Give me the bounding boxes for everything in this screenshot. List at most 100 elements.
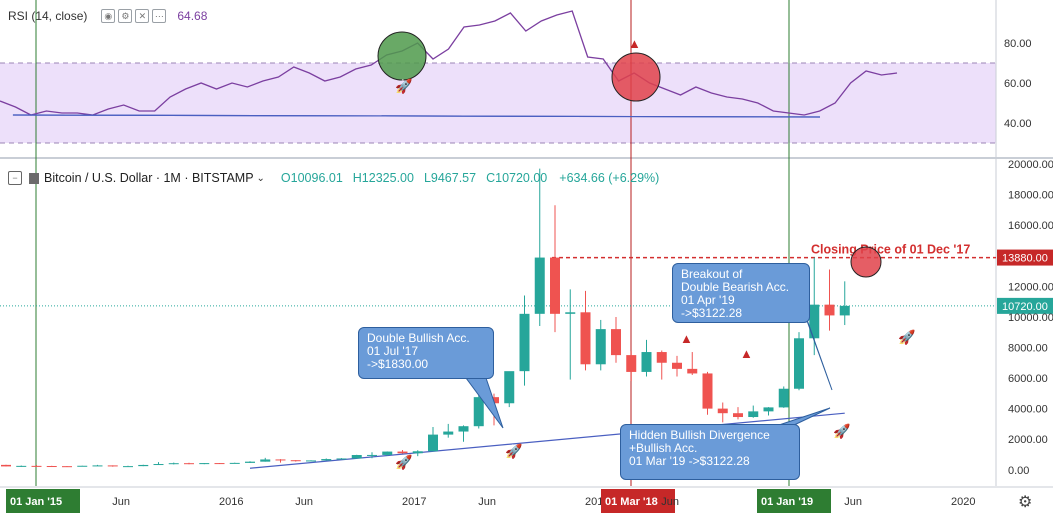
candle-body (595, 329, 606, 365)
candle-18 (275, 459, 286, 463)
candle-28 (428, 426, 438, 452)
candle-body (153, 464, 164, 466)
candle-3 (46, 465, 57, 468)
candle-13 (199, 463, 210, 465)
candle-body (16, 465, 27, 467)
candle-body (214, 463, 225, 465)
candle-1 (16, 465, 27, 467)
candle-body (778, 388, 789, 408)
candle-31 (473, 394, 484, 429)
candle-19 (290, 460, 301, 462)
candle-46 (702, 371, 713, 415)
candle-body (656, 352, 667, 363)
candle-26 (397, 450, 408, 454)
rsi-trendline-1 (12, 114, 821, 118)
price-tick-label-1: 18000.00 (1008, 190, 1053, 202)
more-icon[interactable]: ⋯ (152, 9, 167, 23)
annotation-breakout: Breakout of Double Bearish Acc. 01 Apr '… (672, 263, 810, 323)
time-tick-label-1: Jun (112, 496, 130, 508)
candle-body (31, 465, 42, 467)
candle-body (626, 355, 637, 372)
rsi-label: RSI (14, close) (8, 9, 88, 23)
candle-body (839, 305, 850, 316)
candle-16 (245, 461, 255, 464)
candle-20 (306, 460, 316, 462)
symbol-title[interactable]: Bitcoin / U.S. Dollar · 1M · BITSTAMP (44, 171, 254, 185)
close-icon[interactable]: ✕ (135, 9, 150, 23)
candle-36 (550, 205, 560, 333)
candle-body (717, 408, 728, 414)
annotation-double-bullish: Double Bullish Acc. 01 Jul '17 ->$1830.0… (358, 327, 494, 379)
rsi-bear-marker (611, 52, 661, 102)
ohlc-open: O10096.01 (280, 171, 343, 185)
candle-21 (321, 458, 332, 461)
candle-body (321, 459, 332, 461)
candle-24 (367, 452, 377, 459)
chevron-down-icon[interactable]: ⌄ (256, 172, 265, 184)
price-bear-marker (850, 246, 882, 278)
candle-9 (138, 464, 149, 467)
candle-body (245, 461, 255, 463)
time-tick-label-7: 01 Mar '18 (605, 496, 658, 508)
candle-body (62, 466, 72, 468)
closing-price-label: Closing Price of 01 Dec '17 (811, 243, 970, 257)
time-tick-label-8: Jun (661, 496, 679, 508)
candle-40 (611, 317, 621, 363)
time-tick-label-3: Jun (295, 496, 313, 508)
candle-11 (168, 462, 179, 465)
rsi-bull-marker (377, 31, 427, 81)
rocket-up-icon-1: 🚀 (395, 454, 413, 471)
price-tick-label-7: 8000.00 (1008, 342, 1048, 354)
candle-body (550, 257, 560, 314)
price-legend: − Bitcoin / U.S. Dollar · 1M · BITSTAMP … (8, 171, 659, 185)
time-tick-label-11: 2020 (951, 496, 975, 508)
rocket-up-icon-2: 🚀 (505, 443, 523, 460)
time-tick-label-4: 2017 (402, 496, 426, 508)
candle-body (473, 397, 484, 427)
candle-2 (31, 465, 42, 467)
gear-icon[interactable]: ⚙ (118, 9, 133, 23)
candle-10 (153, 462, 164, 466)
candle-body (107, 465, 118, 467)
settings-gear-icon[interactable]: ⚙ (1018, 494, 1033, 511)
rocket-up-icon-0: 🚀 (395, 78, 413, 95)
rocket-down-icon-0: ▲ (628, 36, 641, 51)
candle-51 (778, 386, 789, 408)
candle-body (763, 407, 774, 412)
candle-body (428, 434, 438, 452)
candle-52 (794, 332, 804, 391)
candle-12 (184, 462, 194, 465)
candle-body (824, 304, 835, 316)
candle-body (809, 304, 820, 339)
candle-50 (763, 407, 774, 416)
candle-body (687, 368, 698, 374)
time-label-bg-9 (757, 489, 831, 513)
candle-body (641, 352, 652, 372)
rsi-tick-label-1: 60.00 (1004, 78, 1032, 90)
candle-47 (717, 402, 728, 423)
eye-icon[interactable]: ◉ (101, 9, 116, 23)
candle-23 (351, 454, 362, 459)
price-tick-label-0: 20000.00 (1008, 159, 1053, 171)
price-tick-label-10: 2000.00 (1008, 434, 1048, 446)
ohlc-change: +634.66 (+6.29%) (559, 171, 660, 185)
candle-body (733, 413, 743, 418)
price-tick-label-5: 10720.00 (1002, 301, 1048, 313)
candle-35 (534, 168, 545, 327)
candle-49 (748, 405, 759, 418)
candle-body (580, 312, 591, 365)
rsi-value: 64.68 (177, 9, 208, 23)
candle-48 (733, 407, 743, 420)
price-trendline (249, 412, 845, 469)
rsi-band (0, 63, 996, 143)
collapse-icon[interactable]: − (8, 171, 22, 185)
price-tick-label-4: 12000.00 (1008, 281, 1053, 293)
candle-body (46, 466, 57, 468)
time-tick-label-10: Jun (844, 496, 862, 508)
candle-body (229, 462, 240, 464)
candle-body (1, 464, 11, 467)
candle-25 (382, 451, 393, 456)
candle-38 (580, 290, 591, 371)
ohlc-close: C10720.00 (486, 171, 548, 185)
